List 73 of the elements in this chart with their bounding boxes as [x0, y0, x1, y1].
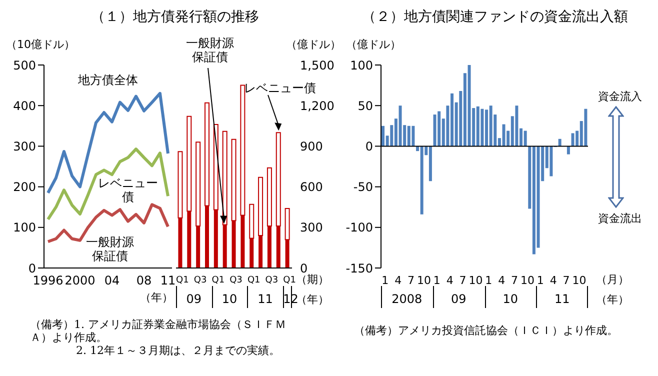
y-tick-label: 900 — [300, 139, 323, 154]
series-label: 地方債全体 — [77, 73, 139, 88]
x-tick-label: 7 — [408, 274, 415, 287]
y-tick-label: 600 — [300, 180, 323, 194]
x-tick-label: Q3 — [194, 275, 207, 286]
x-tick-label: 04 — [104, 274, 120, 288]
x-tick-label: 2000 — [64, 274, 96, 288]
x-tick-label: Q1 — [176, 275, 189, 286]
x-tick-label: Q1 — [212, 275, 225, 286]
y-tick-label: 0 — [300, 261, 308, 276]
y-tick-label: -150 — [346, 261, 373, 276]
y-tick-label: 50 — [358, 98, 373, 113]
x-tick-label: 1 — [433, 274, 440, 287]
x-tick-label: Q1 — [247, 275, 260, 286]
y-tick-label: 1,500 — [300, 58, 334, 72]
x-tick-label: 1 — [382, 274, 389, 287]
y-tick-label: 1,200 — [300, 98, 334, 113]
x-axis-title: （期） — [296, 273, 329, 287]
text: 資金流出 — [598, 211, 642, 226]
x-tick-label: Q3 — [230, 275, 242, 286]
y-tick-label: 300 — [300, 220, 323, 235]
x-tick-label: 10 — [572, 274, 586, 287]
text: （年） — [296, 292, 329, 307]
y-tick-label: 0 — [365, 139, 373, 154]
y-tick-label: 200 — [13, 180, 36, 194]
x-tick-label: 7 — [562, 274, 570, 287]
y-axis-title: （10億ドル） — [6, 37, 75, 52]
y-axis-title: （億ドル） — [286, 37, 341, 52]
y-tick-label: 500 — [13, 58, 36, 72]
y-tick-label: -50 — [353, 180, 373, 194]
y-tick-label: 400 — [13, 98, 36, 113]
text: 09 — [450, 292, 468, 306]
text: 11 — [256, 292, 274, 306]
x-tick-label: 1996 — [32, 274, 64, 288]
text: 10 — [502, 292, 520, 306]
x-tick-label: 7 — [511, 274, 518, 287]
y-tick-label: -100 — [346, 220, 373, 235]
x-tick-label: 7 — [459, 274, 466, 287]
text: 資金流入 — [598, 89, 642, 104]
x-tick-label: 4 — [550, 274, 557, 287]
text: 2. 12年１～３月期は、２月までの実績。 — [75, 344, 281, 357]
text: （備考）アメリカ投資信託協会（ＩＣＩ）より作成。 — [354, 323, 618, 338]
y-tick-label: 300 — [13, 139, 36, 154]
y-axis-title: （億ドル） — [346, 37, 401, 52]
y-tick-label: 100 — [350, 58, 373, 72]
x-axis-title: （月） — [596, 272, 629, 287]
y-tick-label: 0 — [28, 261, 36, 276]
text: （年） — [596, 292, 629, 307]
x-tick-label: 1 — [485, 274, 492, 287]
x-axis-title: （年） — [140, 290, 173, 305]
y-tick-label: 100 — [13, 220, 36, 235]
chart-title: （１）地方債発行額の推移 — [90, 8, 260, 26]
series-label: レベニュー債 — [97, 176, 159, 204]
x-tick-label: 10 — [468, 274, 483, 287]
series-label: 一般財源保証債 — [85, 235, 135, 264]
x-tick-label: 08 — [136, 274, 152, 288]
x-tick-label: 4 — [446, 274, 454, 287]
text: （備考）1. アメリカ証券業金融市場協会（ＳＩＦＭＡ）より作成。 — [30, 318, 287, 344]
x-tick-label: Q1 — [283, 275, 296, 286]
text: 11 — [553, 292, 571, 306]
text: 2008 — [390, 292, 424, 306]
series-label: レベニュー債 — [244, 80, 316, 97]
x-tick-label: 10 — [520, 274, 534, 287]
text: 一般財源保証債 — [185, 36, 235, 64]
x-tick-label: Q3 — [265, 275, 278, 286]
x-tick-label: 4 — [394, 274, 402, 287]
chart-title: （２）地方債関連ファンドの資金流出入額 — [361, 8, 629, 26]
x-tick-label: 10 — [416, 274, 431, 287]
text: 10 — [220, 292, 238, 306]
text: 09 — [185, 292, 202, 306]
x-tick-label: 11 — [160, 274, 176, 288]
x-tick-label: 4 — [498, 274, 506, 287]
x-tick-label: 1 — [536, 274, 544, 287]
